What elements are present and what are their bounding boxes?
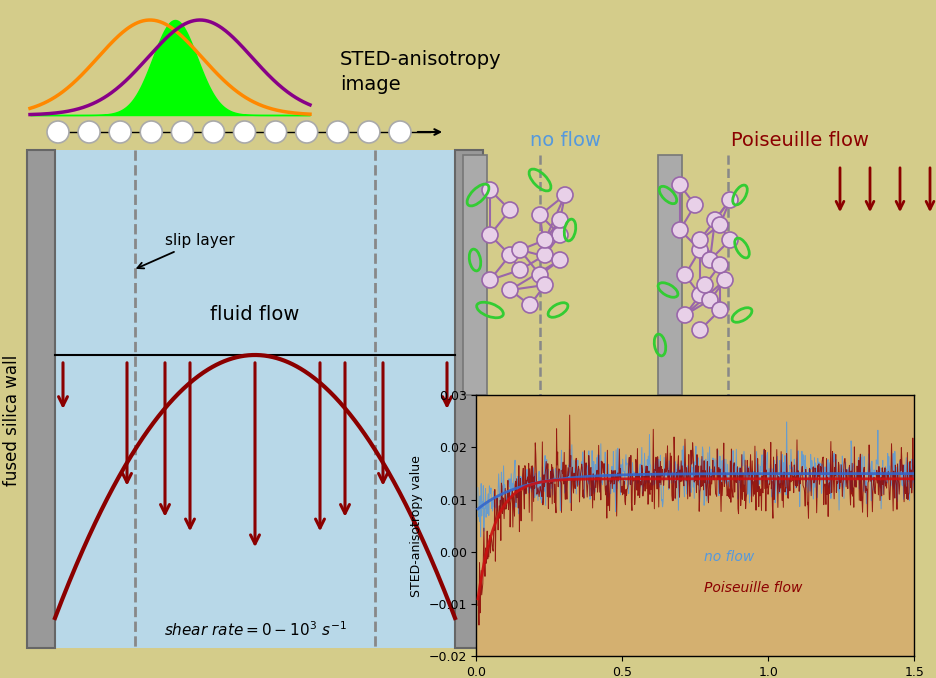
Circle shape xyxy=(677,307,693,323)
Circle shape xyxy=(537,277,553,293)
Circle shape xyxy=(712,257,728,273)
Circle shape xyxy=(722,232,738,248)
Text: fluid flow: fluid flow xyxy=(211,306,300,325)
Text: slip layer: slip layer xyxy=(673,440,737,454)
Circle shape xyxy=(296,121,317,143)
Circle shape xyxy=(140,121,162,143)
Text: Poiseuille flow: Poiseuille flow xyxy=(731,130,869,150)
Circle shape xyxy=(358,121,380,143)
Circle shape xyxy=(552,227,568,243)
Circle shape xyxy=(712,217,728,233)
Text: no flow: no flow xyxy=(530,130,601,150)
Bar xyxy=(27,150,55,648)
Circle shape xyxy=(512,262,528,278)
Circle shape xyxy=(692,287,708,303)
Circle shape xyxy=(677,267,693,283)
Circle shape xyxy=(707,212,723,228)
Circle shape xyxy=(672,177,688,193)
Circle shape xyxy=(502,247,518,263)
Circle shape xyxy=(552,252,568,268)
Text: STED-anisotropy
image: STED-anisotropy image xyxy=(340,50,502,94)
Circle shape xyxy=(389,121,411,143)
Text: slip layer: slip layer xyxy=(138,233,235,268)
Text: fused silica wall: fused silica wall xyxy=(3,355,21,485)
Circle shape xyxy=(552,212,568,228)
Circle shape xyxy=(697,277,713,293)
Circle shape xyxy=(110,121,131,143)
Circle shape xyxy=(502,202,518,218)
Circle shape xyxy=(482,182,498,198)
Bar xyxy=(55,150,455,648)
Circle shape xyxy=(532,267,548,283)
Circle shape xyxy=(78,121,100,143)
Circle shape xyxy=(532,207,548,223)
Y-axis label: STED-anisotropy value: STED-anisotropy value xyxy=(410,455,423,597)
Circle shape xyxy=(512,242,528,258)
Circle shape xyxy=(702,252,718,268)
Circle shape xyxy=(234,121,256,143)
Bar xyxy=(455,150,483,648)
Circle shape xyxy=(712,302,728,318)
Text: Poiseuille flow: Poiseuille flow xyxy=(704,582,802,595)
Circle shape xyxy=(557,187,573,203)
Circle shape xyxy=(265,121,286,143)
Circle shape xyxy=(171,121,194,143)
Circle shape xyxy=(692,322,708,338)
Circle shape xyxy=(202,121,225,143)
Circle shape xyxy=(537,232,553,248)
Circle shape xyxy=(692,232,708,248)
Circle shape xyxy=(687,197,703,213)
Circle shape xyxy=(502,282,518,298)
Circle shape xyxy=(327,121,349,143)
Text: $\mathit{shear\ rate} = 0-10^3\ \mathit{s}^{-1}$: $\mathit{shear\ rate} = 0-10^3\ \mathit{… xyxy=(164,620,346,639)
Circle shape xyxy=(47,121,69,143)
Circle shape xyxy=(692,242,708,258)
Bar xyxy=(463,155,487,395)
Text: slip layer: slip layer xyxy=(481,440,545,454)
Circle shape xyxy=(722,192,738,208)
Bar xyxy=(658,155,682,395)
Circle shape xyxy=(522,297,538,313)
Circle shape xyxy=(482,227,498,243)
Circle shape xyxy=(717,272,733,288)
Circle shape xyxy=(537,247,553,263)
Circle shape xyxy=(672,222,688,238)
Circle shape xyxy=(482,272,498,288)
Circle shape xyxy=(702,292,718,308)
Text: no flow: no flow xyxy=(704,550,754,564)
